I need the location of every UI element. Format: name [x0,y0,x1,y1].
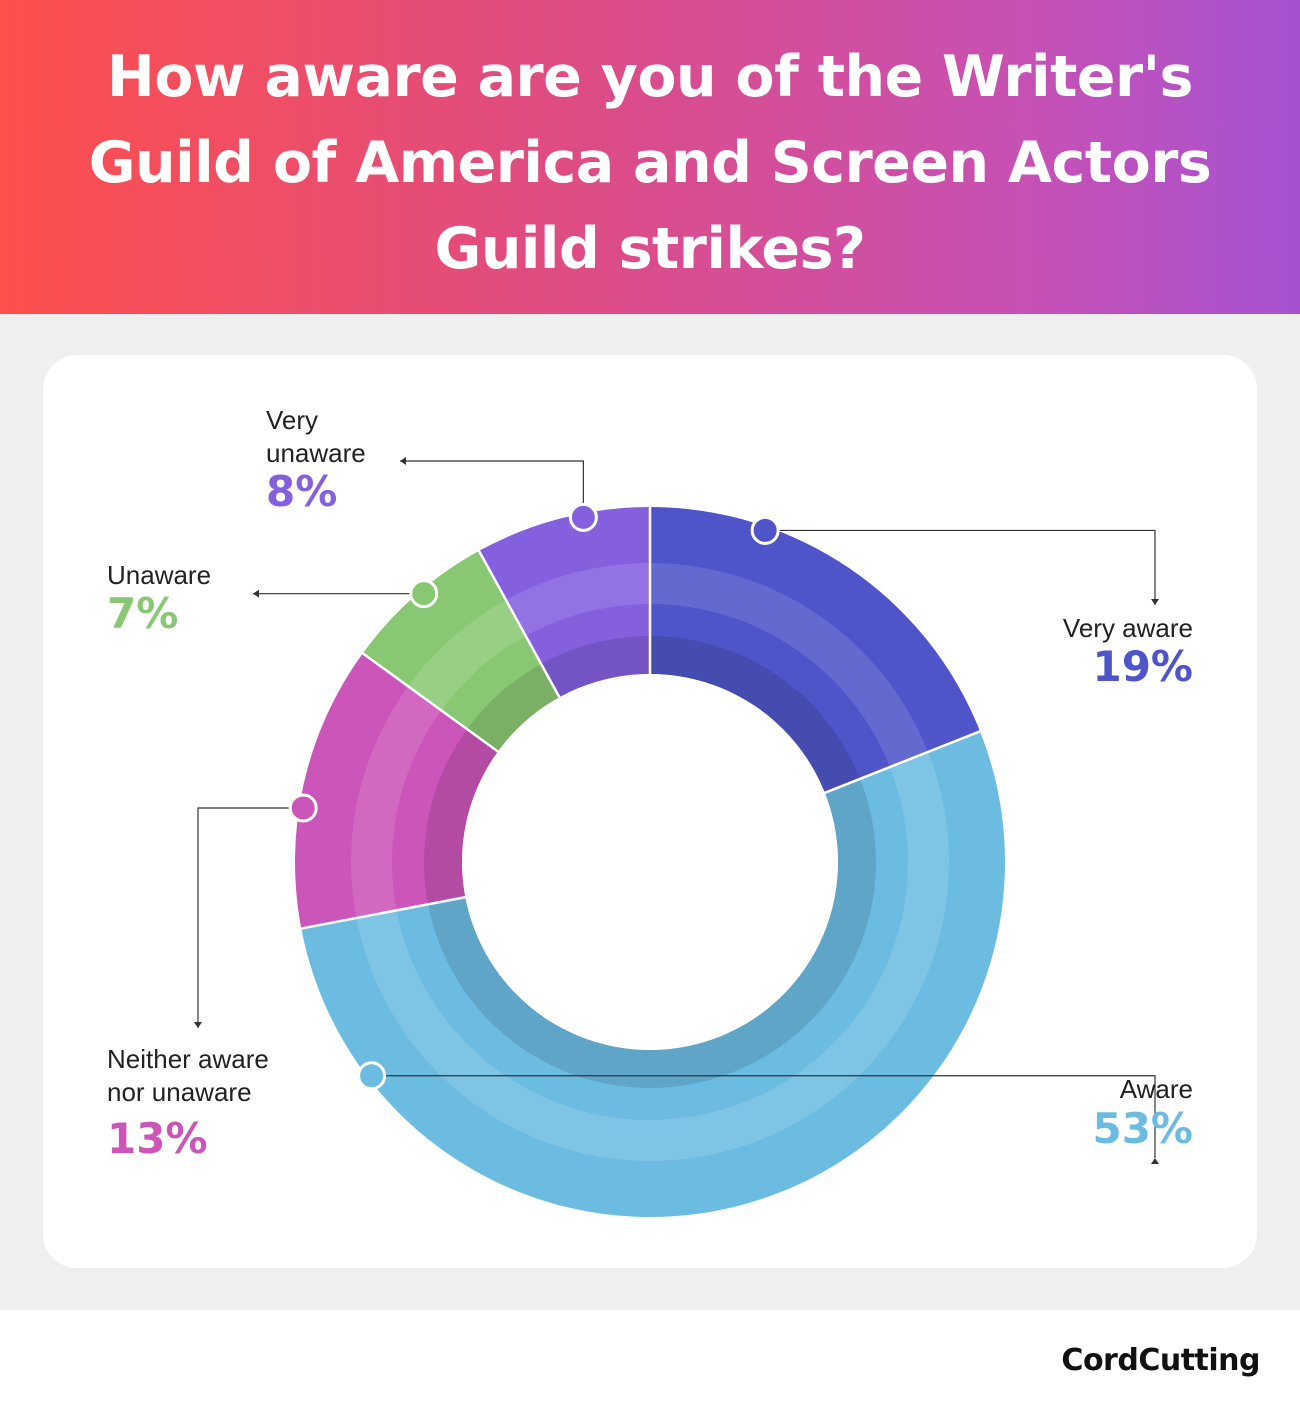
slice-separator [823,729,982,795]
marker-very-aware [750,515,780,545]
logo-text: CordCutting [1061,1343,1260,1378]
label-neither-line1: Neither aware [107,1044,269,1074]
slice-band-neither-aware-nor-unaware [351,686,442,919]
slice-band-unaware [408,599,526,711]
value-aware: 53% [1092,1104,1193,1153]
donut-slices [295,506,1005,1217]
slice-inner-unaware [467,663,560,752]
slice-separator [361,651,500,754]
leader-very-aware [765,529,1156,605]
leader-neither-aware-nor-unaware [197,807,304,1028]
label-very-unaware-line1: Very [266,405,319,435]
label-unaware: Unaware [107,560,212,590]
cordcutting-logo: CordCutting [1061,1343,1260,1378]
value-very-aware: 19% [1092,642,1193,691]
value-neither: 13% [107,1114,208,1163]
leader-lines [194,457,1159,1164]
slice-separator [477,549,562,699]
leader-arrow-very-unaware [400,457,406,465]
slice-inner-very-aware [650,636,861,793]
leader-arrow-aware [1151,1158,1159,1164]
label-neither-line2: nor unaware [107,1077,252,1107]
slice-band-very-aware [650,563,929,768]
leader-very-unaware [400,460,584,518]
leader-arrow-very-aware [1151,599,1159,605]
value-unaware: 7% [107,589,179,638]
marker-neither-aware-nor-unaware [288,793,318,823]
slice-separator [300,895,467,930]
slice-band-very-unaware [505,563,650,636]
header-banner: How aware are you of the Writer's Guild … [0,0,1300,314]
label-aware: Aware [1119,1074,1193,1104]
leader-arrow-neither-aware-nor-unaware [194,1022,202,1028]
marker-aware [357,1061,387,1091]
value-very-unaware: 8% [266,467,338,516]
label-very-unaware-line2: unaware [266,438,366,468]
chart-title: How aware are you of the Writer's Guild … [88,44,1212,282]
label-very-aware: Very aware [1062,613,1193,643]
slice-inner-neither-aware-nor-unaware [424,729,498,905]
donut-hole [462,674,838,1050]
marker-very-unaware [568,502,598,532]
leader-aware [371,1075,1156,1158]
slice-inner-aware [428,778,877,1089]
leader-arrow-unaware [253,589,259,598]
slice-inner-very-unaware [541,636,650,698]
marker-unaware [409,579,439,609]
